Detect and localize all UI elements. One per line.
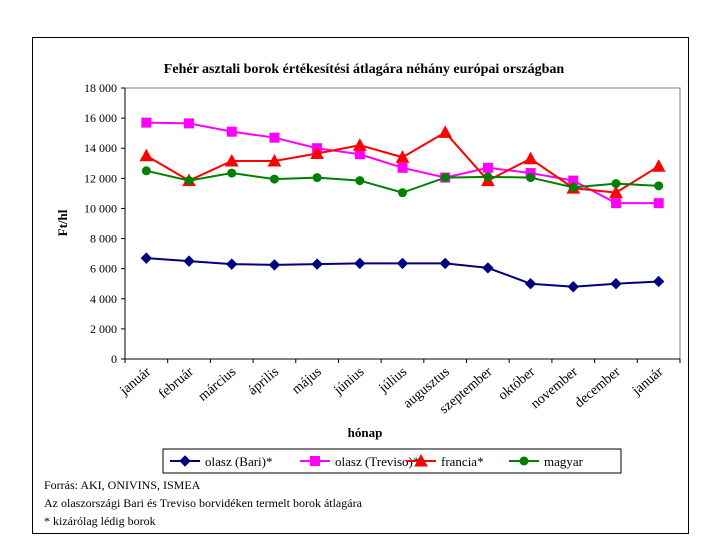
- x-tick-label: február: [156, 364, 197, 402]
- data-point: [568, 182, 578, 192]
- data-point: [610, 278, 622, 290]
- legend-marker: [310, 456, 320, 466]
- data-point: [609, 185, 623, 199]
- legend-label: magyar: [544, 454, 584, 469]
- data-point: [653, 198, 664, 209]
- y-tick-label: 16 000: [84, 111, 117, 125]
- data-point: [141, 117, 152, 128]
- data-point: [352, 138, 367, 151]
- data-point: [224, 153, 239, 167]
- legend-item: olasz (Bari)*: [170, 454, 273, 469]
- series-circle: [141, 166, 664, 198]
- data-point: [524, 278, 537, 290]
- legend-item: magyar: [509, 454, 584, 469]
- legend-label: francia*: [441, 454, 484, 469]
- data-point: [526, 173, 536, 183]
- data-point: [354, 149, 365, 160]
- y-tick-label: 4 000: [90, 292, 117, 306]
- x-tick-label: december: [572, 364, 624, 411]
- data-point: [440, 173, 450, 183]
- data-point: [310, 146, 324, 159]
- data-point: [226, 126, 237, 137]
- y-tick-label: 12 000: [84, 171, 117, 185]
- data-point: [482, 262, 494, 274]
- data-point: [398, 188, 407, 198]
- data-point: [226, 258, 238, 270]
- data-point: [483, 172, 493, 182]
- regions-note: Az olaszországi Bari és Treviso borvidék…: [44, 496, 362, 510]
- legend: olasz (Bari)* olasz (Treviso)* francia* mag…: [170, 453, 584, 469]
- x-tick-label: július: [376, 365, 410, 397]
- data-point: [269, 132, 280, 143]
- data-point: [141, 166, 151, 176]
- data-point: [523, 151, 538, 165]
- data-point: [183, 255, 195, 267]
- legend-box: [162, 448, 622, 474]
- y-axis-title: Ft/hl: [55, 209, 70, 236]
- data-point: [312, 173, 322, 183]
- data-point: [139, 148, 154, 162]
- data-point: [396, 257, 409, 270]
- data-point: [654, 181, 664, 191]
- x-tick-label: április: [246, 365, 282, 399]
- data-point: [397, 162, 408, 173]
- x-tick-label: március: [196, 365, 240, 405]
- legend-label: olasz (Bari)*: [205, 454, 273, 469]
- data-point: [184, 118, 195, 129]
- data-point: [610, 198, 621, 209]
- y-tick-label: 10 000: [84, 201, 117, 215]
- y-tick-label: 2 000: [90, 322, 117, 336]
- data-point: [269, 174, 279, 184]
- series-layer: [139, 117, 666, 293]
- y-axis: 0 2 000 4 000 6 000 8 000 10 000 12 000 14 000 1…: [84, 81, 126, 366]
- bulk-note: * kizárólag lédig borok: [44, 514, 156, 528]
- data-point: [268, 259, 281, 271]
- series-diamond: [140, 252, 665, 293]
- data-point: [439, 257, 451, 270]
- y-tick-label: 14 000: [84, 141, 117, 155]
- y-tick-label: 8 000: [90, 232, 117, 246]
- data-point: [227, 168, 237, 178]
- data-point: [311, 258, 323, 270]
- data-point: [140, 252, 153, 264]
- x-axis-title: hónap: [348, 425, 383, 440]
- data-point: [354, 257, 366, 270]
- data-point: [611, 179, 621, 189]
- data-point: [652, 275, 665, 288]
- x-tick-label: január: [629, 364, 666, 399]
- plot-area: [124, 87, 681, 360]
- data-point: [438, 125, 453, 138]
- legend-marker: [179, 455, 191, 467]
- legend-item: olasz (Treviso)*: [300, 454, 419, 469]
- x-axis: január február március április május június jú…: [117, 358, 681, 417]
- legend-label: olasz (Treviso)*: [335, 454, 419, 469]
- data-point: [184, 176, 194, 186]
- x-tick-label: június: [331, 365, 368, 399]
- data-point: [267, 153, 282, 167]
- y-tick-label: 18 000: [84, 81, 117, 95]
- legend-marker: [414, 453, 428, 467]
- source-note: Forrás: AKI, ONIVINS, ISMEA: [44, 478, 201, 492]
- y-tick-label: 6 000: [90, 262, 117, 276]
- legend-item: francia*: [406, 453, 484, 469]
- data-point: [395, 150, 410, 163]
- data-point: [482, 162, 493, 173]
- data-point: [567, 281, 579, 293]
- data-point: [355, 176, 365, 186]
- y-tick-label: 0: [111, 352, 117, 366]
- chart-title: Fehér asztali borok értékesítési átlagár…: [164, 62, 565, 77]
- data-point: [651, 159, 666, 172]
- x-tick-label: november: [528, 364, 581, 412]
- x-tick-label: január: [117, 364, 154, 399]
- x-tick-label: május: [289, 365, 324, 398]
- legend-marker: [519, 456, 529, 466]
